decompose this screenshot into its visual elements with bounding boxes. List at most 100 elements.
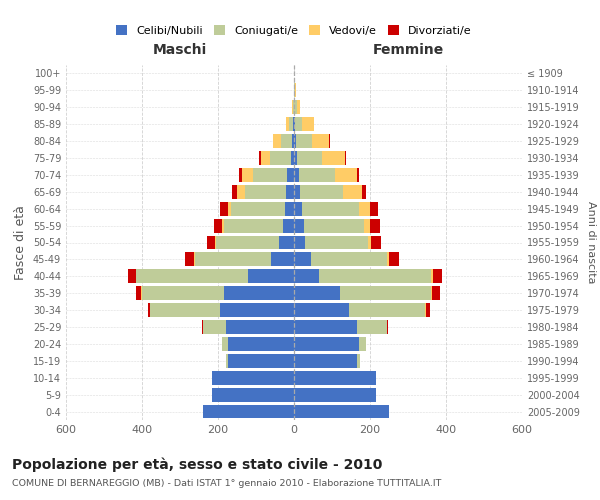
Bar: [340, 286, 431, 300]
Bar: [311, 252, 387, 266]
Bar: [289, 117, 293, 131]
Bar: [286, 185, 294, 198]
Bar: [387, 320, 388, 334]
Bar: [292, 100, 293, 114]
Bar: [294, 185, 300, 198]
Bar: [431, 270, 433, 283]
Bar: [214, 218, 222, 232]
Bar: [291, 151, 294, 165]
Bar: [185, 252, 194, 266]
Bar: [294, 404, 389, 418]
Bar: [362, 185, 366, 198]
Bar: [220, 202, 227, 215]
Bar: [295, 100, 298, 114]
Bar: [224, 286, 294, 300]
Text: Popolazione per età, sesso e stato civile - 2010: Popolazione per età, sesso e stato civil…: [12, 458, 382, 472]
Bar: [349, 303, 425, 317]
Bar: [356, 354, 360, 368]
Bar: [431, 286, 432, 300]
Bar: [294, 303, 349, 317]
Bar: [237, 185, 245, 198]
Bar: [281, 134, 292, 148]
Bar: [232, 202, 284, 215]
Text: COMUNE DI BERNAREGGIO (MB) - Dati ISTAT 1° gennaio 2010 - Elaborazione TUTTITALI: COMUNE DI BERNAREGGIO (MB) - Dati ISTAT …: [12, 479, 442, 488]
Bar: [195, 252, 271, 266]
Bar: [300, 185, 343, 198]
Bar: [389, 252, 398, 266]
Bar: [148, 303, 149, 317]
Bar: [295, 117, 302, 131]
Bar: [294, 218, 304, 232]
Bar: [242, 168, 253, 182]
Y-axis label: Fasce di età: Fasce di età: [14, 205, 27, 280]
Bar: [329, 134, 330, 148]
Bar: [212, 371, 294, 384]
Bar: [203, 404, 294, 418]
Bar: [358, 168, 359, 182]
Bar: [226, 320, 294, 334]
Bar: [387, 252, 389, 266]
Bar: [284, 202, 294, 215]
Bar: [279, 236, 294, 250]
Bar: [304, 218, 364, 232]
Bar: [293, 100, 294, 114]
Bar: [425, 303, 426, 317]
Bar: [222, 337, 227, 351]
Bar: [294, 84, 295, 98]
Bar: [294, 202, 302, 215]
Bar: [294, 320, 356, 334]
Bar: [248, 270, 294, 283]
Bar: [239, 168, 242, 182]
Bar: [220, 303, 294, 317]
Bar: [295, 84, 296, 98]
Bar: [359, 337, 366, 351]
Bar: [286, 117, 289, 131]
Bar: [302, 202, 359, 215]
Bar: [292, 134, 294, 148]
Bar: [245, 185, 286, 198]
Bar: [294, 270, 319, 283]
Bar: [287, 168, 294, 182]
Bar: [302, 117, 314, 131]
Legend: Celibi/Nubili, Coniugati/e, Vedovi/e, Divorziati/e: Celibi/Nubili, Coniugati/e, Vedovi/e, Di…: [112, 21, 476, 40]
Bar: [305, 236, 368, 250]
Bar: [202, 320, 203, 334]
Bar: [298, 100, 301, 114]
Bar: [283, 218, 294, 232]
Bar: [294, 168, 299, 182]
Bar: [299, 168, 335, 182]
Bar: [208, 236, 215, 250]
Bar: [312, 134, 329, 148]
Bar: [371, 236, 380, 250]
Bar: [142, 286, 224, 300]
Text: Maschi: Maschi: [153, 42, 207, 56]
Bar: [212, 388, 294, 402]
Bar: [203, 320, 226, 334]
Bar: [356, 320, 387, 334]
Bar: [128, 270, 136, 283]
Bar: [426, 303, 430, 317]
Bar: [294, 388, 376, 402]
Bar: [294, 337, 359, 351]
Bar: [216, 236, 279, 250]
Bar: [226, 354, 227, 368]
Text: Femmine: Femmine: [373, 42, 443, 56]
Bar: [294, 354, 356, 368]
Bar: [294, 151, 297, 165]
Bar: [368, 236, 371, 250]
Bar: [335, 168, 358, 182]
Bar: [370, 202, 377, 215]
Bar: [294, 236, 305, 250]
Bar: [215, 236, 216, 250]
Bar: [294, 134, 296, 148]
Bar: [194, 252, 195, 266]
Bar: [270, 151, 291, 165]
Bar: [260, 151, 270, 165]
Bar: [136, 286, 141, 300]
Bar: [296, 134, 312, 148]
Bar: [253, 168, 287, 182]
Bar: [294, 117, 295, 131]
Bar: [222, 218, 224, 232]
Bar: [136, 270, 248, 283]
Bar: [149, 303, 220, 317]
